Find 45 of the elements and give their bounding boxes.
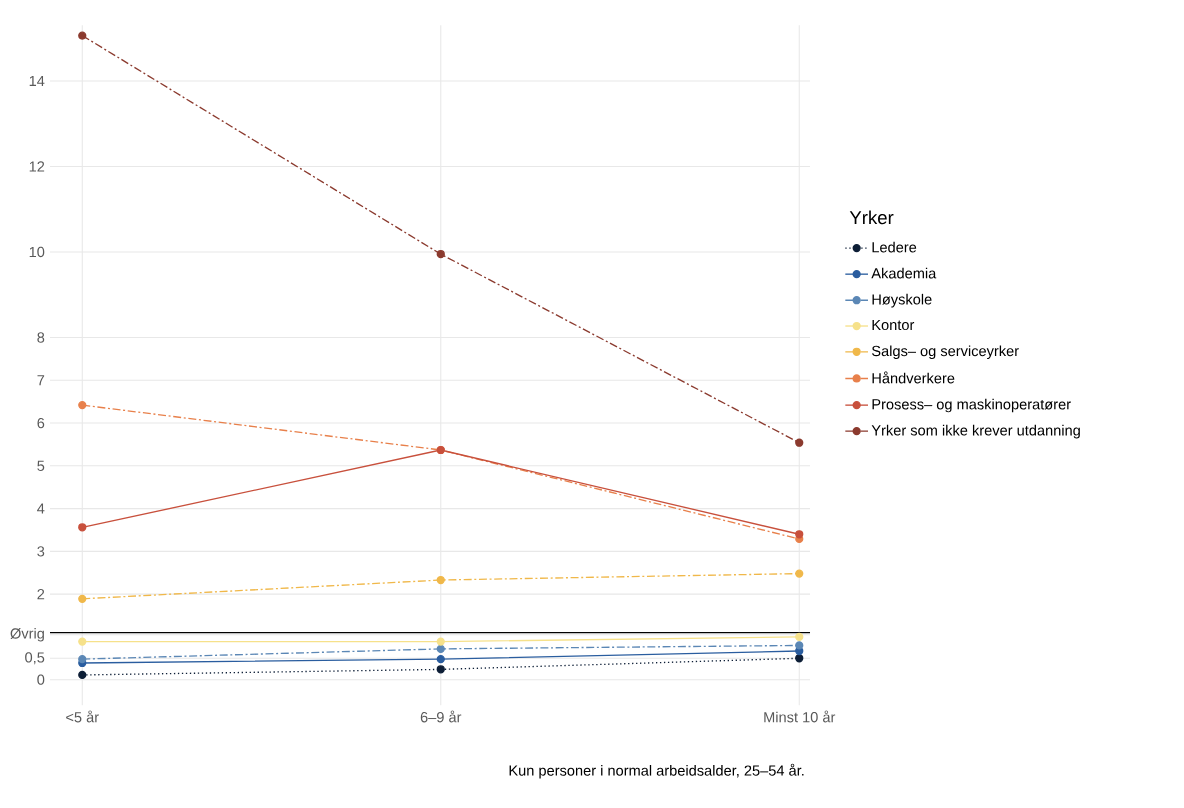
point <box>795 632 804 642</box>
y-tick-label: 6 <box>37 417 45 429</box>
x-tick-label: 6–9 år <box>420 710 462 723</box>
y-tick-label: 7 <box>37 375 45 386</box>
y-tick-label: 8 <box>37 332 45 343</box>
y-tick-label: 14 <box>29 75 45 86</box>
legend-label: Akademia <box>871 267 937 279</box>
legend-label: Høyskole <box>872 293 932 308</box>
point <box>795 654 804 663</box>
y-tick-label: 0,5 <box>25 652 45 665</box>
point <box>436 637 445 646</box>
point <box>78 594 87 603</box>
y-tick-label: 12 <box>29 161 45 172</box>
point <box>78 655 87 664</box>
point <box>436 665 445 674</box>
point <box>78 523 87 532</box>
y-tick-label: 2 <box>37 589 45 600</box>
legend-label: Kontor <box>872 319 915 331</box>
y-tick-label: 10 <box>29 246 45 258</box>
legend-label: Ledere <box>872 241 917 253</box>
point <box>795 641 804 650</box>
legend-label: Yrker som ikke krever utdanning <box>871 424 1080 439</box>
legend-label: Håndverkere <box>872 371 955 384</box>
legend-title: Yrker <box>849 210 894 225</box>
text: Kun personer i normal arbeidsalder, 25–54 år. <box>509 763 804 779</box>
y-tick-label: 0 <box>37 674 45 685</box>
y-tick-label: 3 <box>37 546 45 557</box>
x-tick-label: <5 år <box>66 710 99 723</box>
point <box>436 575 445 585</box>
point <box>795 530 804 539</box>
x-tick-label: Minst 10 år <box>764 710 836 723</box>
point <box>436 644 445 653</box>
point <box>78 670 87 680</box>
legend-label: Salgs– og serviceyrker <box>871 345 1019 360</box>
point <box>795 569 804 578</box>
point <box>436 250 445 259</box>
point <box>436 655 445 664</box>
y-tick-label: Øvrig <box>10 627 44 642</box>
point <box>795 438 804 447</box>
point <box>78 400 87 410</box>
legend-label: Prosess– og maskinoperatører <box>872 398 1071 413</box>
point <box>78 637 87 646</box>
y-tick-label: 4 <box>37 503 45 514</box>
y-tick-label: 5 <box>37 460 45 471</box>
point <box>78 31 87 40</box>
